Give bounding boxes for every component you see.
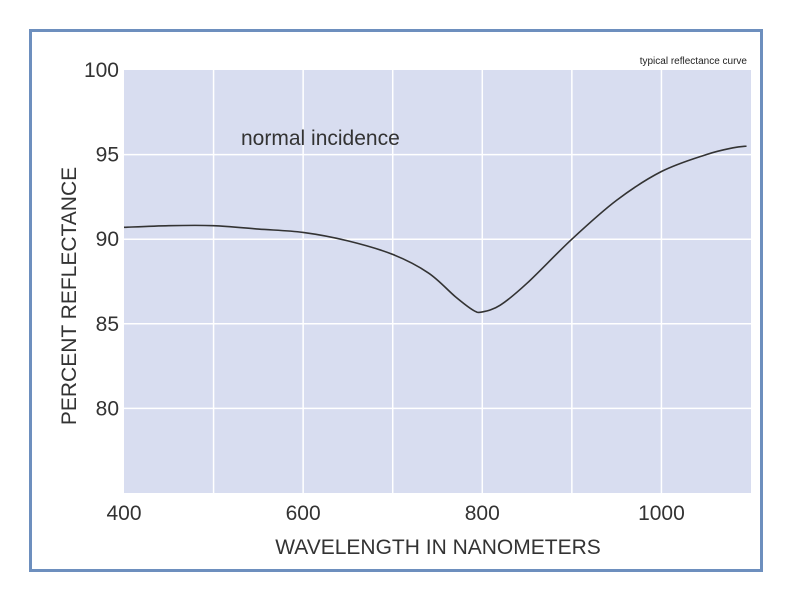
x-tick-label: 600 (286, 502, 321, 525)
y-tick-label: 85 (96, 313, 119, 336)
y-tick-label: 80 (96, 397, 119, 420)
chart-title: typical reflectance curve (640, 56, 748, 67)
y-tick-label: 100 (84, 59, 119, 82)
x-tick-label: 800 (465, 502, 500, 525)
x-axis-title: WAVELENGTH IN NANOMETERS (275, 536, 601, 559)
y-tick-labels: 80 85 90 95 100 (84, 59, 119, 420)
reflectance-curve (123, 145, 747, 314)
x-tick-label: 1000 (638, 502, 685, 525)
plot-area (124, 70, 751, 493)
gridlines (124, 70, 751, 493)
x-tick-label: 400 (106, 502, 141, 525)
x-tick-labels: 400 600 800 1000 (106, 502, 684, 525)
y-tick-label: 95 (96, 144, 119, 167)
y-tick-label: 90 (96, 228, 119, 251)
y-axis-title: PERCENT REFLECTANCE (58, 167, 81, 425)
annotation-normal-incidence: normal incidence (241, 127, 400, 150)
